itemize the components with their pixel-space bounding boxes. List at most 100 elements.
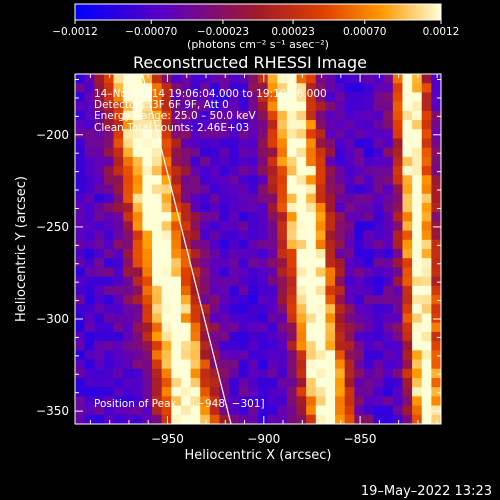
heatmap-cell	[219, 92, 230, 103]
heatmap-cell	[132, 304, 143, 314]
heatmap-cell	[258, 129, 269, 139]
heatmap-cell	[363, 387, 375, 397]
heatmap-cell	[229, 295, 240, 305]
heatmap-cell	[344, 359, 355, 370]
heatmap-cell	[363, 175, 375, 186]
heatmap-cell	[335, 350, 346, 361]
heatmap-cell	[306, 368, 317, 379]
heatmap-cell	[277, 212, 288, 222]
heatmap-cell	[180, 184, 192, 195]
heatmap-cell	[113, 193, 124, 204]
heatmap-cell	[296, 193, 307, 204]
heatmap-cell	[306, 396, 317, 407]
heatmap-cell	[258, 138, 269, 149]
heatmap-cell	[152, 285, 163, 296]
heatmap-cell	[200, 295, 211, 305]
heatmap-cell	[113, 92, 124, 103]
heatmap-cell	[412, 184, 423, 195]
heatmap-cell	[238, 184, 249, 195]
heatmap-cell	[421, 101, 432, 112]
heatmap-cell	[344, 350, 355, 361]
heatmap-cell	[296, 350, 307, 361]
heatmap-cell	[229, 120, 240, 130]
heatmap-cell	[103, 387, 115, 397]
heatmap-cell	[229, 341, 240, 351]
heatmap-cell	[286, 166, 298, 176]
heatmap-cell	[161, 313, 172, 324]
heatmap-cell	[180, 313, 192, 324]
heatmap-cell	[402, 83, 413, 93]
heatmap-cell	[383, 221, 394, 232]
heatmap-cell	[152, 267, 163, 278]
heatmap-cell	[209, 249, 220, 259]
heatmap-cell	[363, 295, 375, 305]
heatmap-cell	[94, 202, 105, 213]
heatmap-cell	[142, 313, 153, 324]
heatmap-cell	[277, 83, 288, 93]
heatmap-cell	[325, 276, 336, 287]
heatmap-cell	[190, 267, 201, 278]
heatmap-cell	[306, 110, 317, 121]
heatmap-cell	[431, 313, 441, 324]
heatmap-cell	[123, 368, 134, 379]
heatmap-cell	[171, 267, 182, 278]
heatmap-cell	[296, 74, 307, 84]
heatmap-cell	[132, 221, 143, 232]
heatmap-cell	[277, 341, 288, 351]
heatmap-cell	[344, 313, 355, 324]
heatmap-cell	[412, 230, 423, 241]
heatmap-cell	[286, 304, 298, 314]
heatmap-cell	[286, 396, 298, 407]
heatmap-cell	[392, 83, 403, 93]
heatmap-cell	[113, 120, 124, 130]
heatmap-cell	[94, 276, 105, 287]
heatmap-cell	[344, 156, 355, 167]
heatmap-cell	[277, 110, 288, 121]
heatmap-cell	[421, 285, 432, 296]
heatmap-cell	[421, 295, 432, 305]
heatmap-cell	[171, 221, 182, 232]
heatmap-cell	[103, 350, 115, 361]
heatmap-cell	[412, 156, 423, 167]
heatmap-cell	[84, 184, 95, 195]
heatmap-cell	[161, 350, 172, 361]
heatmap-cell	[296, 147, 307, 158]
heatmap-cell	[258, 387, 269, 397]
heatmap-cell	[142, 184, 153, 195]
heatmap-cell	[383, 322, 394, 333]
heatmap-cell	[306, 341, 317, 351]
heatmap-cell	[373, 396, 384, 407]
heatmap-cell	[103, 414, 115, 424]
heatmap-cell	[200, 276, 211, 287]
heatmap-cell	[402, 350, 413, 361]
heatmap-cell	[123, 249, 134, 259]
heatmap-cell	[306, 249, 317, 259]
heatmap-cell	[171, 239, 182, 250]
heatmap-cell	[354, 83, 365, 93]
heatmap-cell	[219, 405, 230, 416]
heatmap-cell	[306, 193, 317, 204]
heatmap-cell	[306, 230, 317, 241]
heatmap-cell	[75, 313, 86, 324]
heatmap-cell	[84, 350, 95, 361]
heatmap-cell	[180, 295, 192, 305]
heatmap-cell	[75, 405, 86, 416]
heatmap-cell	[161, 341, 172, 351]
heatmap-cell	[392, 212, 403, 222]
heatmap-cell	[75, 175, 86, 186]
heatmap-cell	[335, 129, 346, 139]
heatmap-cell	[335, 120, 346, 130]
heatmap-cell	[306, 156, 317, 167]
heatmap-cell	[421, 258, 432, 268]
heatmap-cell	[267, 405, 278, 416]
heatmap-cell	[392, 230, 403, 241]
heatmap-cell	[335, 193, 346, 204]
heatmap-cell	[132, 110, 143, 121]
heatmap-cell	[315, 138, 326, 149]
heatmap-cell	[161, 396, 172, 407]
heatmap-cell	[219, 249, 230, 259]
heatmap-cell	[412, 92, 423, 103]
heatmap-cell	[354, 221, 365, 232]
heatmap-cell	[315, 120, 326, 130]
heatmap-cell	[277, 267, 288, 278]
